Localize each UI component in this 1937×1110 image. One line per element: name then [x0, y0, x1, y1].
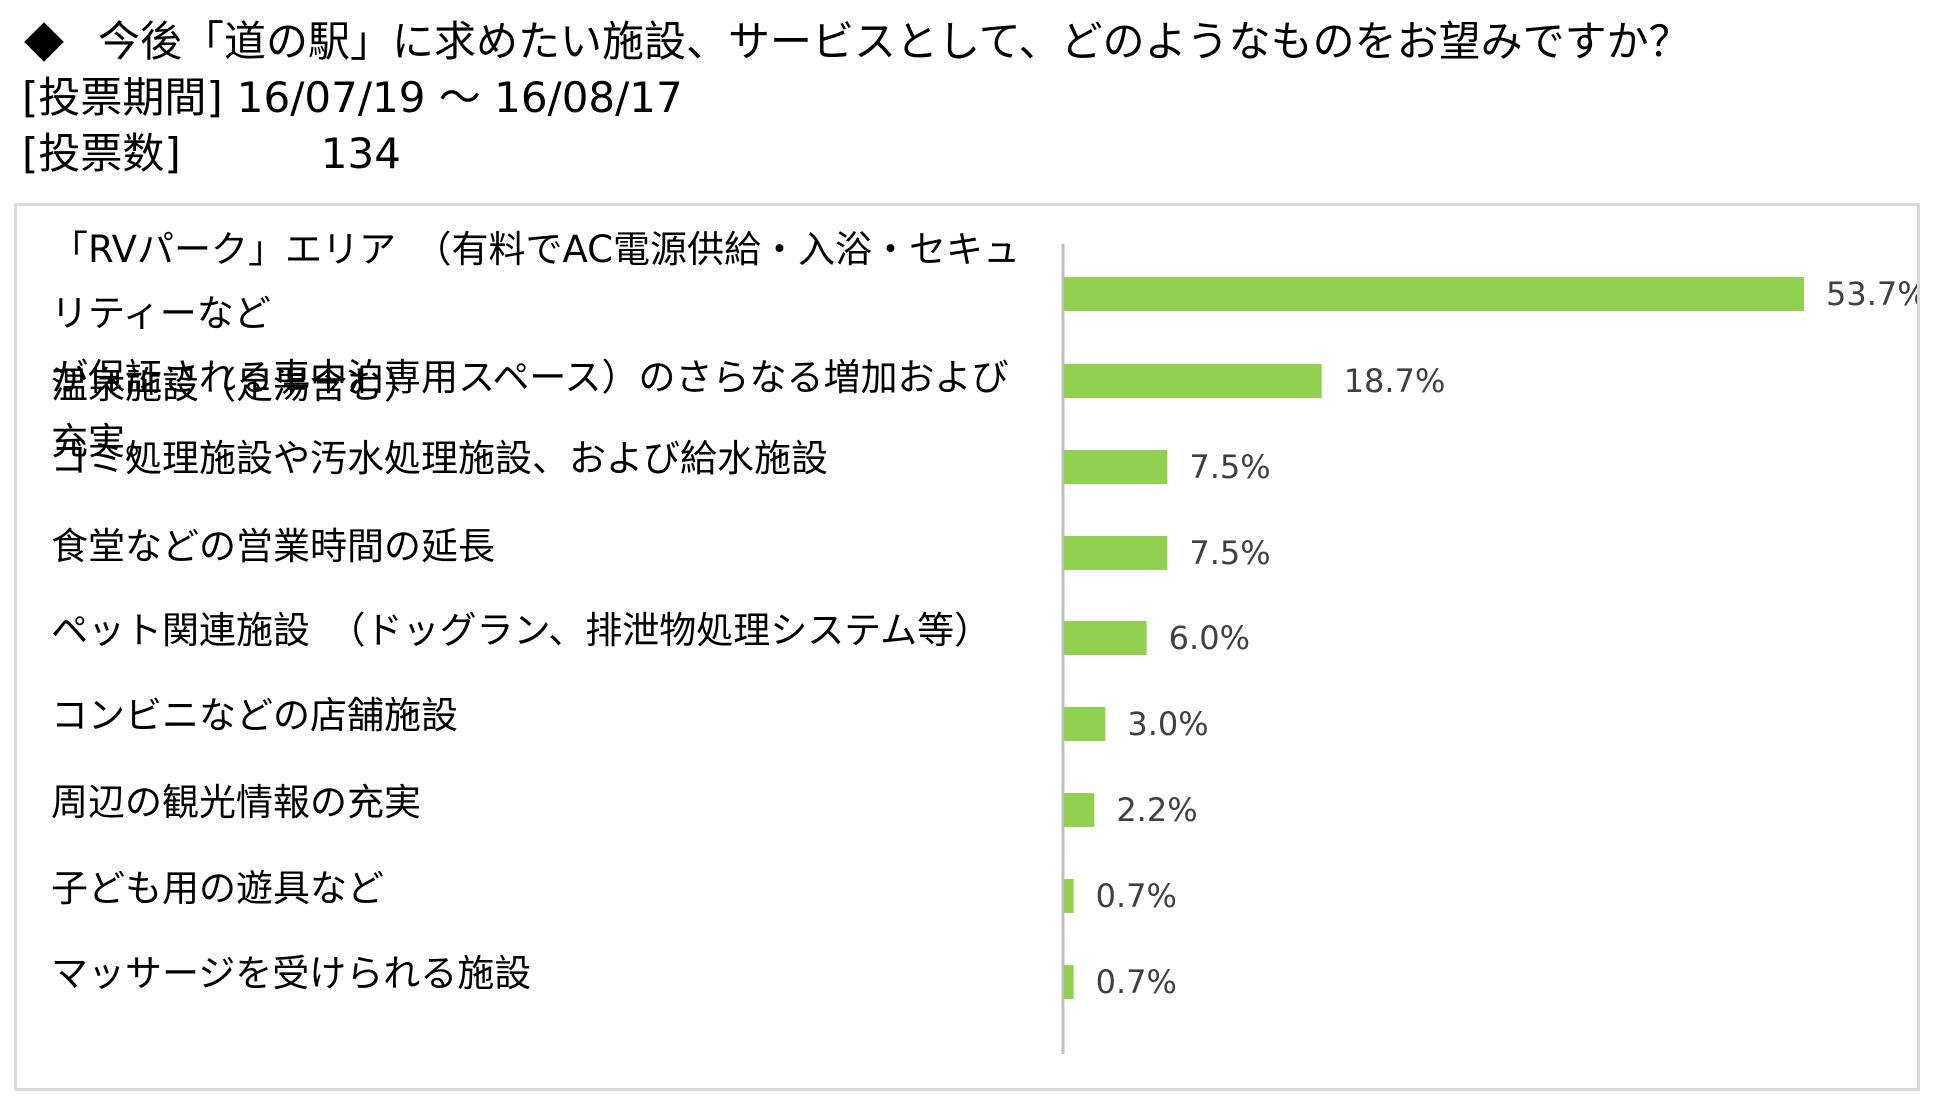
bar-5	[1064, 621, 1147, 655]
category-label-3: ゴミ処理施設や汚水処理施設、および給水施設	[51, 437, 828, 480]
bar-7	[1064, 793, 1095, 827]
category-label-5: ペット関連施設 （ドッグラン、排泄物処理システム等）	[51, 609, 992, 652]
bar-value-label-9: 0.7%	[1096, 963, 1177, 1001]
bar-9	[1064, 965, 1074, 999]
bar-value-label-1: 53.7%	[1826, 275, 1917, 313]
vote-count-value: 134	[320, 129, 401, 178]
voting-period-value: 16/07/19 ～ 16/08/17	[236, 73, 683, 122]
category-label-2: 温泉施設（足湯含む）	[51, 364, 421, 407]
category-label-9: マッサージを受けられる施設	[51, 952, 532, 995]
vote-count-label: [投票数]	[22, 129, 181, 178]
question-line: 今後「道の駅」に求めたい施設、サービスとして、どのようなものをお望みですか？	[22, 14, 1902, 70]
category-label-1: 「RVパーク」エリア （有料でAC電源供給・入浴・セキュリティーなど が保証され…	[51, 228, 1020, 463]
category-label-list: 「RVパーク」エリア （有料でAC電源供給・入浴・セキュリティーなど が保証され…	[51, 206, 1041, 1088]
category-label-7: 周辺の観光情報の充実	[51, 781, 421, 824]
category-label-8: 子ども用の遊具など	[51, 867, 384, 910]
chart-header: 今後「道の駅」に求めたい施設、サービスとして、どのようなものをお望みですか？ […	[22, 14, 1902, 182]
bar-8	[1064, 879, 1074, 913]
voting-period-label: [投票期間]	[22, 73, 223, 122]
bar-value-label-2: 18.7%	[1344, 362, 1446, 400]
bar-value-label-6: 3.0%	[1127, 705, 1208, 743]
bar-6	[1064, 707, 1106, 741]
category-label-4: 食堂などの営業時間の延長	[51, 525, 495, 568]
chart-panel: 「RVパーク」エリア （有料でAC電源供給・入浴・セキュリティーなど が保証され…	[14, 203, 1920, 1091]
category-label-6: コンビニなどの店舗施設	[51, 694, 458, 737]
bar-4	[1064, 536, 1168, 570]
bar-value-label-5: 6.0%	[1169, 619, 1250, 657]
bar-1	[1064, 277, 1804, 311]
voting-period-line: [投票期間] 16/07/19 ～ 16/08/17	[22, 70, 1902, 126]
diamond-bullet-icon	[24, 22, 64, 62]
question-text: 今後「道の駅」に求めたい施設、サービスとして、どのようなものをお望みですか？	[98, 17, 1691, 66]
vote-count-line: [投票数] 134	[22, 126, 1902, 182]
bar-3	[1064, 450, 1168, 484]
bar-value-label-4: 7.5%	[1189, 534, 1270, 572]
bar-value-label-8: 0.7%	[1096, 877, 1177, 915]
bar-2	[1064, 364, 1322, 398]
bar-chart: 53.7% 18.7% 7.5% 7.5% 6.0% 3.0% 2.2% 0.7% 0.7%	[1061, 244, 1917, 1054]
bar-value-label-7: 2.2%	[1116, 791, 1197, 829]
bar-value-label-3: 7.5%	[1189, 448, 1270, 486]
